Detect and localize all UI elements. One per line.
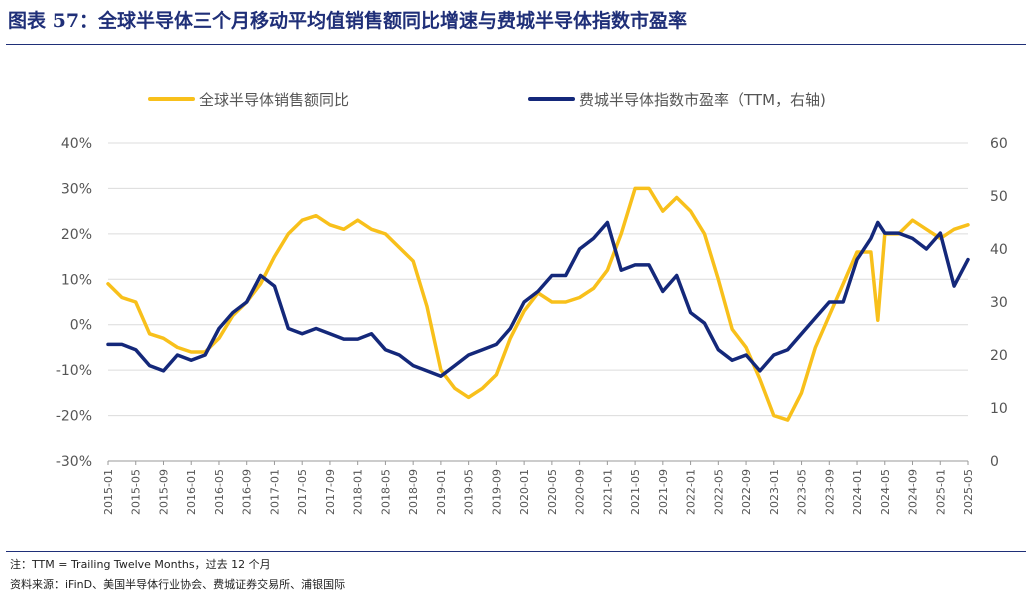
x-tick-label: 2017-09 (324, 469, 337, 515)
left-y-tick-label: -10% (56, 363, 92, 379)
left-y-tick-label: 20% (61, 227, 92, 243)
left-y-tick-label: 0% (70, 318, 92, 334)
right-y-tick-label: 50 (990, 189, 1008, 205)
x-tick-label: 2021-05 (629, 469, 642, 515)
x-tick-label: 2024-01 (851, 469, 864, 515)
x-tick-label: 2018-01 (352, 469, 365, 515)
x-tick-label: 2016-09 (241, 469, 254, 515)
x-tick-label: 2023-01 (768, 469, 781, 515)
x-tick-label: 2015-05 (130, 469, 143, 515)
x-tick-label: 2019-05 (463, 469, 476, 515)
left-y-tick-label: 10% (61, 272, 92, 288)
x-tick-label: 2023-09 (823, 469, 836, 515)
left-y-tick-label: -20% (56, 409, 92, 425)
right-y-axis: 0 10 20 30 40 50 60 (990, 136, 1008, 470)
right-y-tick-label: 40 (990, 242, 1008, 258)
x-tick-label: 2021-01 (601, 469, 614, 515)
x-tick-label: 2020-01 (518, 469, 531, 515)
x-tick-label: 2019-01 (435, 469, 448, 515)
title-divider (6, 44, 1026, 45)
x-tick-label: 2017-05 (296, 469, 309, 515)
x-tick-label: 2022-01 (685, 469, 698, 515)
x-tick-label: 2020-05 (546, 469, 559, 515)
legend-label-sox-pe: 费城半导体指数市盈率（TTM，右轴) (579, 91, 826, 109)
figure-title: 图表 57：全球半导体三个月移动平均值销售额同比增速与费城半导体指数市盈率 (8, 10, 688, 32)
chart-canvas: 全球半导体销售额同比 费城半导体指数市盈率（TTM，右轴) 2015-01 201… (56, 91, 1008, 515)
x-tick-label: 2022-05 (712, 469, 725, 515)
x-tick-label: 2020-09 (574, 469, 587, 515)
x-tick-label: 2023-05 (796, 469, 809, 515)
series-line-semiconductor-sales (106, 186, 970, 422)
left-y-tick-label: -30% (56, 454, 92, 470)
x-tick-label: 2017-01 (268, 469, 281, 515)
x-tick-label: 2025-01 (934, 469, 947, 515)
right-y-tick-label: 10 (990, 401, 1008, 417)
x-tick-label: 2025-05 (962, 469, 975, 515)
footer-divider (6, 551, 1026, 552)
x-tick-label: 2016-01 (185, 469, 198, 515)
left-y-tick-label: 30% (61, 181, 92, 197)
x-tick-label: 2015-09 (157, 469, 170, 515)
x-tick-label: 2024-05 (879, 469, 892, 515)
x-tick-label: 2022-09 (740, 469, 753, 515)
right-y-tick-label: 0 (990, 454, 999, 470)
right-y-tick-label: 20 (990, 348, 1008, 364)
x-axis: 2015-01 2015-05 2015-09 2016-01 2016-05 2016-… (102, 460, 975, 515)
right-y-tick-label: 60 (990, 136, 1008, 152)
left-y-tick-label: 40% (61, 136, 92, 152)
chart-legend: 全球半导体销售额同比 费城半导体指数市盈率（TTM，右轴) (148, 91, 826, 109)
footnote: 注：TTM = Trailing Twelve Months，过去 12 个月 (10, 558, 271, 571)
x-tick-label: 2015-01 (102, 469, 115, 515)
legend-label-semiconductor-sales: 全球半导体销售额同比 (199, 91, 349, 109)
x-tick-label: 2018-09 (407, 469, 420, 515)
x-tick-label: 2018-05 (379, 469, 392, 515)
x-tick-label: 2019-09 (490, 469, 503, 515)
right-y-tick-label: 30 (990, 295, 1008, 311)
x-tick-label: 2021-09 (657, 469, 670, 515)
left-y-axis: -30% -20% -10% 0% 10% 20% 30% 40% (56, 136, 92, 470)
x-tick-label: 2016-05 (213, 469, 226, 515)
x-tick-label: 2024-09 (907, 469, 920, 515)
source-line: 资料来源：iFinD、美国半导体行业协会、费城证券交易所、浦银国际 (10, 578, 346, 591)
plot-series (106, 186, 970, 422)
series-line-sox-pe (106, 220, 970, 378)
